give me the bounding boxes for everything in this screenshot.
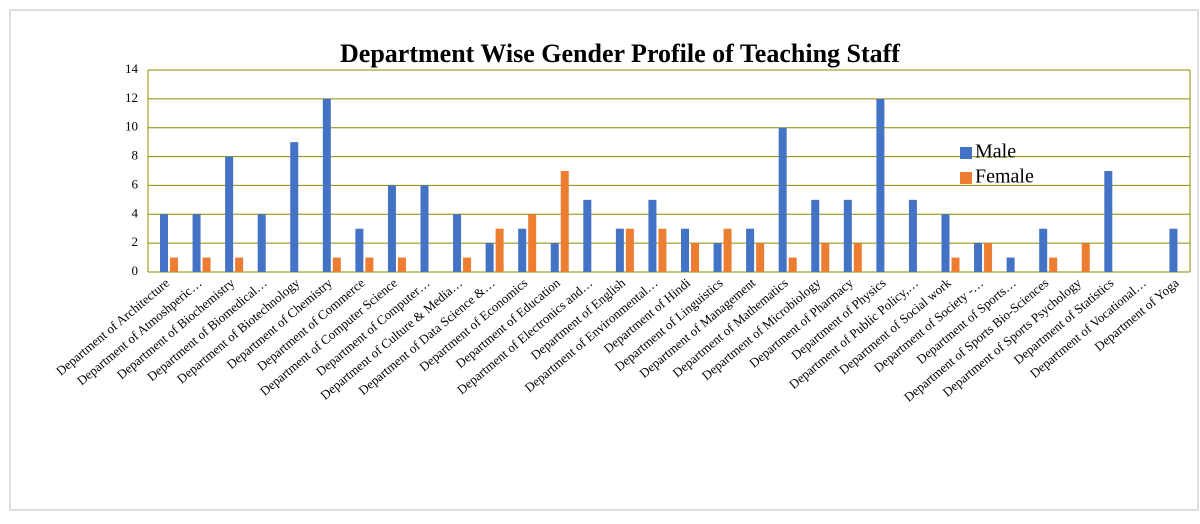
bar — [1006, 257, 1015, 272]
bar — [778, 127, 787, 272]
bar — [192, 214, 201, 272]
chart-border — [9, 9, 1199, 511]
bar — [290, 142, 299, 272]
bar — [202, 257, 211, 272]
bar — [420, 185, 429, 272]
bar — [355, 228, 364, 272]
bar — [625, 228, 634, 272]
bar — [746, 228, 755, 272]
y-tick-label: 6 — [132, 176, 139, 191]
bar — [322, 98, 331, 272]
bar — [811, 199, 820, 272]
legend-swatch — [960, 147, 972, 159]
bar — [1049, 257, 1058, 272]
bar — [648, 199, 657, 272]
bar — [583, 199, 592, 272]
bar — [550, 243, 559, 272]
y-tick-label: 0 — [132, 263, 139, 278]
bar — [397, 257, 406, 272]
bar — [658, 228, 667, 272]
bar — [951, 257, 960, 272]
bar — [984, 243, 993, 272]
bar — [170, 257, 179, 272]
y-tick-label: 10 — [125, 119, 138, 134]
bar — [1104, 171, 1113, 272]
bar — [453, 214, 462, 272]
bar — [518, 228, 527, 272]
bar — [160, 214, 169, 272]
bar — [723, 228, 732, 272]
bar — [528, 214, 537, 272]
legend-swatch — [960, 172, 972, 184]
bar — [365, 257, 374, 272]
bar — [257, 214, 266, 272]
bar — [1169, 228, 1178, 272]
bar — [843, 199, 852, 272]
y-tick-label: 4 — [132, 205, 139, 220]
y-tick-label: 14 — [125, 61, 139, 76]
legend-label: Male — [975, 141, 1016, 163]
chart-title: Department Wise Gender Profile of Teachi… — [340, 39, 900, 68]
bar — [560, 171, 569, 272]
bar — [908, 199, 917, 272]
bar — [788, 257, 797, 272]
bar — [1039, 228, 1048, 272]
bar — [941, 214, 950, 272]
bar — [1081, 243, 1090, 272]
bar — [974, 243, 983, 272]
bar — [615, 228, 624, 272]
y-tick-label: 8 — [132, 148, 139, 163]
bar — [713, 243, 722, 272]
y-tick-label: 2 — [132, 234, 139, 249]
bar — [495, 228, 504, 272]
bar — [387, 185, 396, 272]
bar — [225, 156, 234, 272]
legend-label: Female — [975, 166, 1034, 188]
y-tick-label: 12 — [125, 90, 138, 105]
bar — [821, 243, 830, 272]
bar — [681, 228, 690, 272]
bar — [691, 243, 700, 272]
bar — [876, 98, 885, 272]
bar — [853, 243, 862, 272]
bar — [756, 243, 765, 272]
bar — [485, 243, 494, 272]
bar — [235, 257, 244, 272]
bar — [463, 257, 472, 272]
bar — [332, 257, 341, 272]
